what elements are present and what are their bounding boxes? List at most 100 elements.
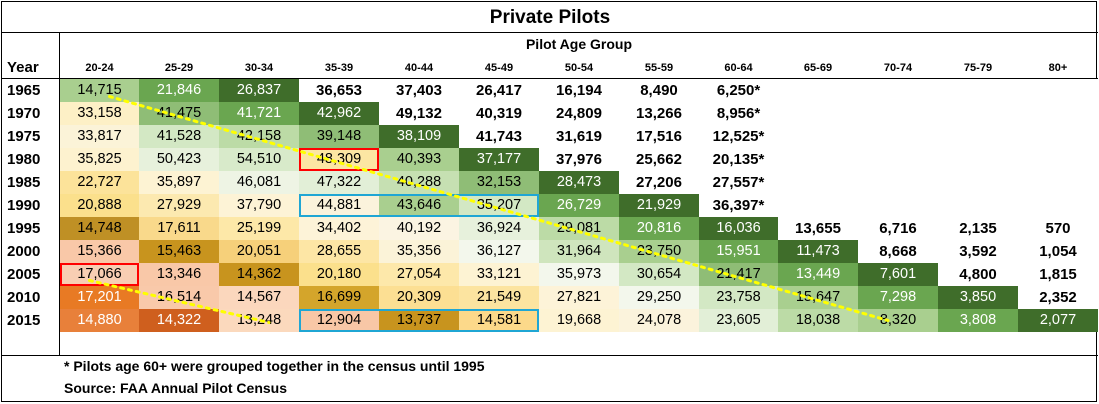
- cell-2000-60-64: 15,951: [699, 240, 778, 263]
- cell-2015-50-54: 19,668: [539, 309, 619, 332]
- cell-1975-80+: [1018, 125, 1098, 148]
- year-1965: 1965: [7, 82, 41, 99]
- cell-2010-25-29: 16,514: [139, 286, 219, 309]
- age-group-40-44: 40-44: [404, 62, 434, 74]
- age-group-45-49: 45-49: [484, 62, 514, 74]
- cell-1970-25-29: 41,475: [139, 102, 219, 125]
- year-1975: 1975: [7, 128, 41, 145]
- cell-1975-20-24: 33,817: [60, 125, 139, 148]
- cell-2000-45-49: 36,127: [459, 240, 539, 263]
- cell-1990-25-29: 27,929: [139, 194, 219, 217]
- cell-2000-75-79: 3,592: [938, 240, 1018, 263]
- footnote-source: Source: FAA Annual Pilot Census: [64, 380, 287, 396]
- cell-1970-75-79: [938, 102, 1018, 125]
- cell-1995-30-34: 25,199: [219, 217, 299, 240]
- cell-1975-75-79: [938, 125, 1018, 148]
- cell-2005-20-24: 17,066: [60, 263, 139, 286]
- cell-1990-65-69: [778, 194, 858, 217]
- age-group-70-74: 70-74: [883, 62, 913, 74]
- cell-1980-40-44: 40,393: [379, 148, 459, 171]
- cell-1985-45-49: 32,153: [459, 171, 539, 194]
- cell-2005-50-54: 35,973: [539, 263, 619, 286]
- cell-1985-70-74: [858, 171, 938, 194]
- cell-1980-70-74: [858, 148, 938, 171]
- cell-1970-60-64: 8,956*: [699, 102, 778, 125]
- cell-1995-60-64: 16,036: [699, 217, 778, 240]
- cell-1980-30-34: 54,510: [219, 148, 299, 171]
- cell-2005-80+: 1,815: [1018, 263, 1098, 286]
- cell-1980-55-59: 25,662: [619, 148, 699, 171]
- age-group-35-39: 35-39: [324, 62, 354, 74]
- cell-1985-30-34: 46,081: [219, 171, 299, 194]
- cell-1990-75-79: [938, 194, 1018, 217]
- cell-1990-40-44: 43,646: [379, 194, 459, 217]
- year-2005: 2005: [7, 266, 41, 283]
- cell-2010-80+: 2,352: [1018, 286, 1098, 309]
- footer-divider: [2, 355, 1098, 356]
- year-2015: 2015: [7, 312, 41, 329]
- cell-1975-30-34: 42,158: [219, 125, 299, 148]
- cell-2005-70-74: 7,601: [858, 263, 938, 286]
- cell-2005-75-79: 4,800: [938, 263, 1018, 286]
- cell-1965-75-79: [938, 79, 1018, 102]
- cell-2000-70-74: 8,668: [858, 240, 938, 263]
- year-1970: 1970: [7, 105, 41, 122]
- cell-1970-55-59: 13,266: [619, 102, 699, 125]
- cell-1985-80+: [1018, 171, 1098, 194]
- cell-1970-80+: [1018, 102, 1098, 125]
- cell-1985-65-69: [778, 171, 858, 194]
- cell-1990-45-49: 35,207: [459, 194, 539, 217]
- cell-1965-20-24: 14,715: [60, 79, 139, 102]
- cell-2005-25-29: 13,346: [139, 263, 219, 286]
- cell-2010-65-69: 15,647: [778, 286, 858, 309]
- cell-1990-35-39: 44,881: [299, 194, 379, 217]
- cell-1965-30-34: 26,837: [219, 79, 299, 102]
- cell-2010-30-34: 14,567: [219, 286, 299, 309]
- cell-1985-75-79: [938, 171, 1018, 194]
- cell-2010-45-49: 21,549: [459, 286, 539, 309]
- cell-1980-75-79: [938, 148, 1018, 171]
- cell-1965-40-44: 37,403: [379, 79, 459, 102]
- cell-2010-40-44: 20,309: [379, 286, 459, 309]
- cell-1965-80+: [1018, 79, 1098, 102]
- cell-2005-60-64: 21,417: [699, 263, 778, 286]
- cell-2015-30-34: 13,248: [219, 309, 299, 332]
- cell-2010-35-39: 16,699: [299, 286, 379, 309]
- age-group-20-24: 20-24: [85, 62, 114, 74]
- cell-1980-25-29: 50,423: [139, 148, 219, 171]
- cell-1975-55-59: 17,516: [619, 125, 699, 148]
- cell-1985-50-54: 28,473: [539, 171, 619, 194]
- cell-2005-40-44: 27,054: [379, 263, 459, 286]
- cell-1970-35-39: 42,962: [299, 102, 379, 125]
- cell-2010-55-59: 29,250: [619, 286, 699, 309]
- cell-1990-55-59: 21,929: [619, 194, 699, 217]
- cell-1995-80+: 570: [1018, 217, 1098, 240]
- cell-1975-50-54: 31,619: [539, 125, 619, 148]
- cell-1995-55-59: 20,816: [619, 217, 699, 240]
- age-group-55-59: 55-59: [644, 62, 674, 74]
- cell-2000-35-39: 28,655: [299, 240, 379, 263]
- cell-1965-65-69: [778, 79, 858, 102]
- cell-1965-50-54: 16,194: [539, 79, 619, 102]
- cell-1965-70-74: [858, 79, 938, 102]
- cell-1980-35-39: 48,309: [299, 148, 379, 171]
- cell-1980-65-69: [778, 148, 858, 171]
- cell-1985-35-39: 47,322: [299, 171, 379, 194]
- cell-2010-50-54: 27,821: [539, 286, 619, 309]
- cell-2005-45-49: 33,121: [459, 263, 539, 286]
- cell-1970-70-74: [858, 102, 938, 125]
- cell-2010-75-79: 3,850: [938, 286, 1018, 309]
- age-group-30-34: 30-34: [244, 62, 274, 74]
- cell-2000-25-29: 15,463: [139, 240, 219, 263]
- year-1985: 1985: [7, 174, 41, 191]
- cell-1980-50-54: 37,976: [539, 148, 619, 171]
- cell-1975-45-49: 41,743: [459, 125, 539, 148]
- year-1995: 1995: [7, 220, 41, 237]
- age-group-60-64: 60-64: [724, 62, 753, 74]
- cell-1995-70-74: 6,716: [858, 217, 938, 240]
- cell-1980-20-24: 35,825: [60, 148, 139, 171]
- age-group-header: Pilot Age Group: [525, 36, 633, 52]
- cell-1965-55-59: 8,490: [619, 79, 699, 102]
- cell-1975-40-44: 38,109: [379, 125, 459, 148]
- cell-2010-60-64: 23,758: [699, 286, 778, 309]
